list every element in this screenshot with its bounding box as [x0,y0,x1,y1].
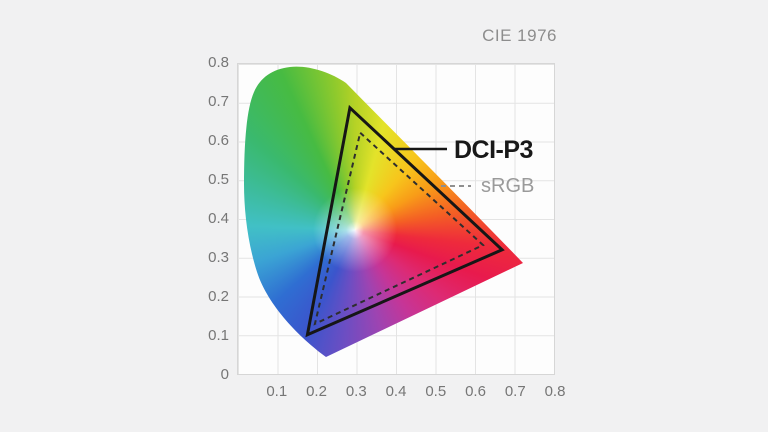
x-tick-label: 0.7 [504,383,526,400]
x-tick-label: 0.6 [465,383,486,400]
y-tick-label: 0.8 [208,54,229,71]
y-tick-label: 0.5 [208,171,229,188]
srgb-label: sRGB [481,175,535,197]
y-tick-label: 0.4 [208,210,229,227]
x-tick-label: 0.2 [306,383,327,400]
figure-title: CIE 1976 [482,26,557,45]
x-tick-label: 0.3 [345,383,367,400]
y-tick-label: 0.3 [208,249,229,266]
y-tick-label: 0.7 [208,93,229,110]
x-tick-label: 0.8 [544,383,566,400]
dci-p3-label: DCI-P3 [454,136,533,164]
dci-p3-gamut-triangle [305,104,505,338]
x-tick-label: 0.5 [425,383,447,400]
y-tick-label: 0.1 [208,327,229,344]
x-tick-label: 0.1 [266,383,288,400]
srgb-gamut-triangle [313,130,485,326]
y-tick-label: 0 [220,366,229,383]
y-tick-label: 0.2 [208,288,229,305]
x-tick-label: 0.4 [385,383,407,400]
y-tick-label: 0.6 [208,132,229,149]
